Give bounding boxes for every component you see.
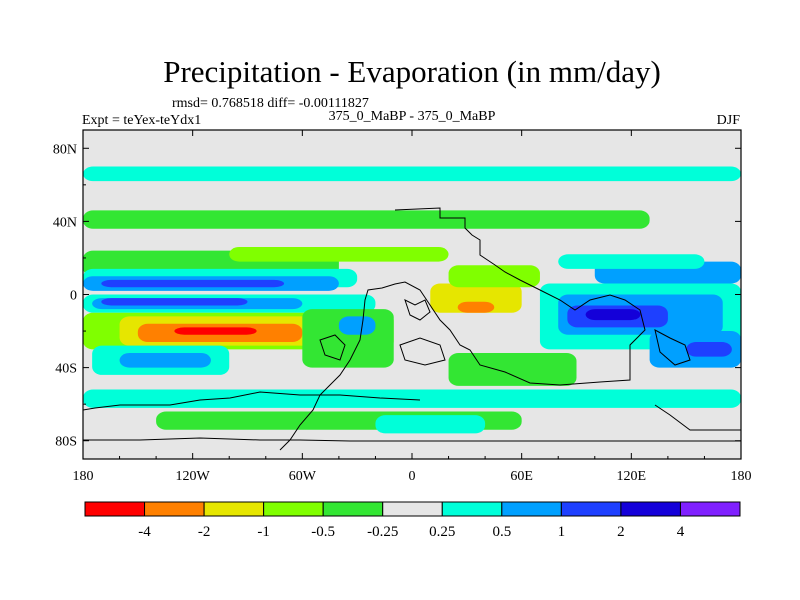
x-tick-label: 60W bbox=[289, 469, 317, 484]
field-region-s-pacific-red bbox=[174, 327, 257, 335]
field-region-s-indian-dblue bbox=[686, 342, 732, 357]
left-label: Expt = teYex-teYdx1 bbox=[82, 113, 201, 128]
field-region-band-55N-green bbox=[83, 210, 650, 229]
field-region-s-pacific-blue-lower bbox=[119, 352, 211, 368]
y-tick-label: 0 bbox=[70, 289, 77, 304]
x-tick-label: 180 bbox=[73, 469, 94, 484]
y-tick-label: 80N bbox=[53, 142, 77, 157]
colorbar-swatch bbox=[501, 501, 562, 517]
field-region-band-n-pacific-dblue bbox=[101, 279, 285, 288]
right-label: DJF bbox=[717, 113, 741, 128]
colorbar-swatch bbox=[84, 501, 146, 517]
colorbar-label: -4 bbox=[138, 524, 151, 540]
field-region-s-ocean-cyan bbox=[83, 389, 741, 408]
colorbar-swatch bbox=[620, 501, 681, 517]
colorbar-label: 1 bbox=[558, 524, 566, 540]
colorbar-swatch bbox=[560, 501, 622, 517]
colorbar-swatch bbox=[679, 501, 741, 517]
colorbar-swatch bbox=[263, 501, 324, 517]
colorbar-label: 0.25 bbox=[429, 524, 455, 540]
colorbar-swatch bbox=[441, 501, 503, 517]
y-tick-label: 40S bbox=[55, 362, 77, 377]
field-layer bbox=[83, 166, 741, 434]
field-region-africa-green bbox=[448, 265, 540, 288]
x-tick-label: 0 bbox=[409, 469, 416, 484]
x-tick-label: 120E bbox=[617, 469, 647, 484]
x-tick-label: 120W bbox=[176, 469, 211, 484]
field-region-s-mid-green bbox=[448, 352, 577, 386]
colorbar-label: 2 bbox=[617, 524, 625, 540]
stats-text: rmsd= 0.768518 diff= -0.00111827 bbox=[172, 96, 369, 111]
colorbar-label: 4 bbox=[677, 524, 685, 540]
colorbar-label: -2 bbox=[198, 524, 211, 540]
colorbar-label: -1 bbox=[257, 524, 270, 540]
chart-title: Precipitation - Evaporation (in mm/day) bbox=[163, 54, 661, 89]
field-region-s-ocean-cyan-2 bbox=[375, 415, 486, 434]
field-region-band-70N bbox=[83, 166, 741, 182]
x-tick-label: 60E bbox=[510, 469, 533, 484]
colorbar-label: -0.5 bbox=[311, 524, 335, 540]
field-region-indian-navy bbox=[585, 309, 641, 321]
colorbar: -4 -2 -1 -0.5 -0.25 0.25 0.5 1 2 4 bbox=[84, 501, 741, 540]
coastline bbox=[83, 207, 741, 451]
x-tick-label: 180 bbox=[731, 469, 752, 484]
colorbar-swatch bbox=[382, 501, 443, 517]
field-region-africa-orange bbox=[457, 301, 495, 313]
field-region-s-atlantic-blue bbox=[338, 316, 376, 335]
field-region-africa-yellow bbox=[430, 283, 522, 313]
colorbar-swatch bbox=[203, 501, 265, 517]
x-axis: 180 120W 60W 0 60E 120E 180 bbox=[73, 130, 752, 484]
field-region-asia-cyan bbox=[558, 254, 705, 269]
colorbar-label: -0.25 bbox=[367, 524, 398, 540]
field-region-s-pacific-dblue bbox=[101, 298, 248, 306]
center-label: 375_0_MaBP - 375_0_MaBP bbox=[329, 109, 496, 124]
colorbar-swatch bbox=[322, 501, 384, 517]
y-axis: 80N 40N 0 40S 80S bbox=[53, 142, 741, 450]
colorbar-swatch bbox=[144, 501, 205, 517]
y-tick-label: 40N bbox=[53, 215, 77, 230]
colorbar-label: 0.5 bbox=[492, 524, 511, 540]
y-tick-label: 80S bbox=[55, 435, 77, 450]
field-region-band-eq-green bbox=[229, 246, 449, 262]
